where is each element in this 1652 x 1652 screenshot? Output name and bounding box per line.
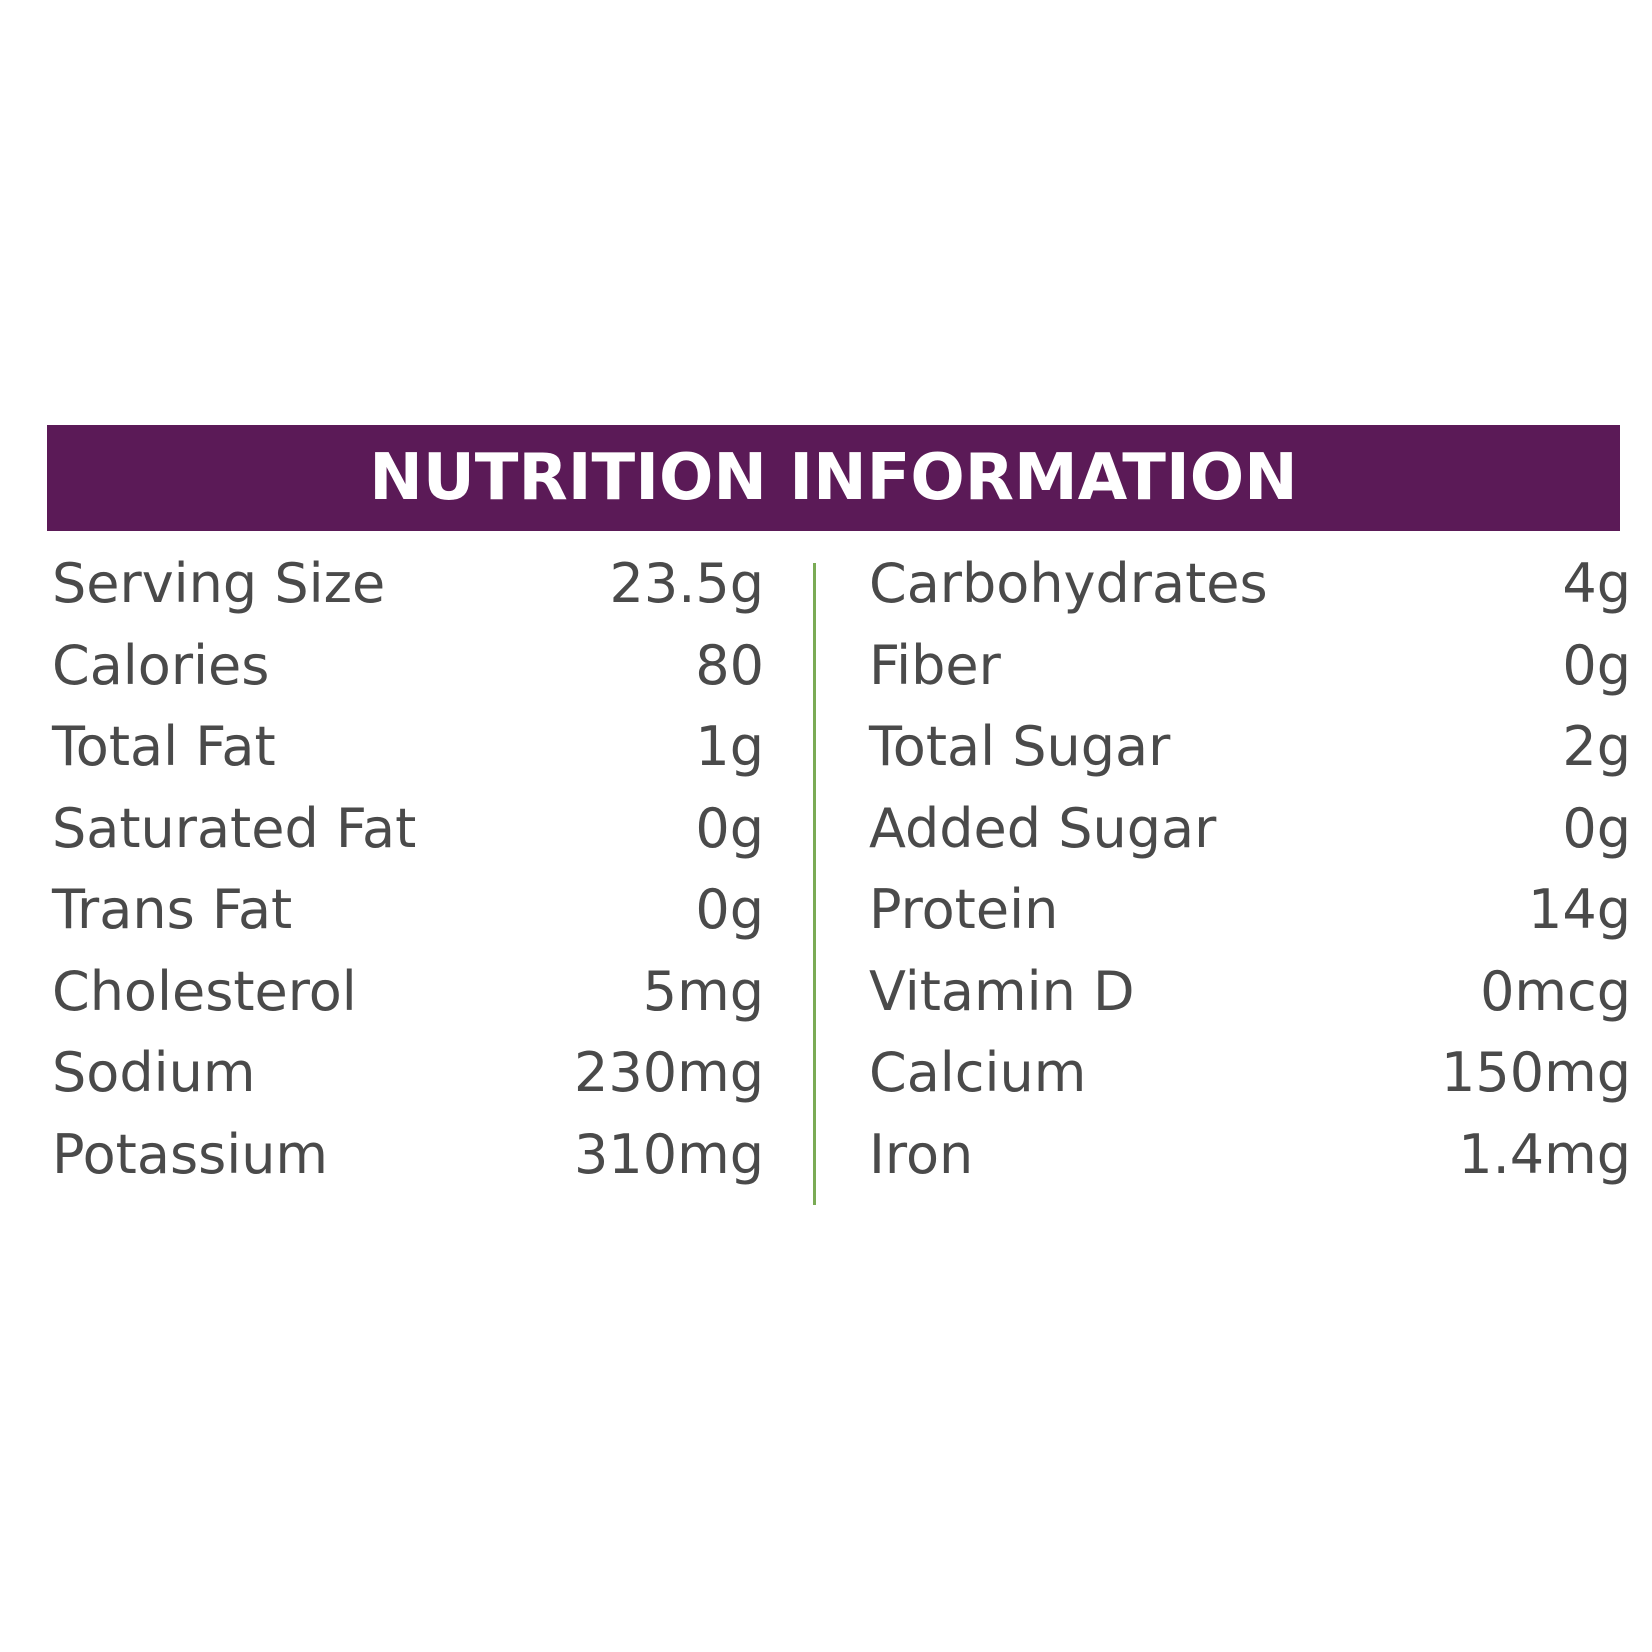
nutrition-panel: NUTRITION INFORMATION Serving Size 23.5g …: [47, 425, 1631, 1205]
nutrient-row: Saturated Fat 0g: [52, 788, 764, 870]
nutrient-value: 0g: [695, 878, 764, 942]
left-nutrient-column: Serving Size 23.5g Calories 80 Total Fat 1g…: [52, 543, 764, 1195]
nutrient-value: 1.4mg: [1458, 1122, 1631, 1186]
nutrient-row: Calcium 150mg: [869, 1032, 1631, 1114]
nutrient-label: Trans Fat: [52, 878, 293, 942]
nutrient-row: Calories 80: [52, 625, 764, 707]
nutrient-label: Protein: [869, 878, 1059, 942]
nutrient-label: Calories: [52, 633, 270, 697]
nutrient-label: Added Sugar: [869, 796, 1217, 860]
nutrient-row: Protein 14g: [869, 869, 1631, 951]
nutrient-row: Serving Size 23.5g: [52, 543, 764, 625]
nutrient-label: Calcium: [869, 1041, 1087, 1105]
nutrient-row: Vitamin D 0mcg: [869, 951, 1631, 1033]
nutrient-label: Saturated Fat: [52, 796, 417, 860]
nutrient-label: Serving Size: [52, 552, 386, 616]
nutrient-label: Iron: [869, 1122, 974, 1186]
nutrient-row: Iron 1.4mg: [869, 1114, 1631, 1196]
nutrition-body: Serving Size 23.5g Calories 80 Total Fat 1g…: [47, 531, 1631, 1205]
nutrient-value: 1g: [695, 715, 764, 779]
nutrient-value: 2g: [1562, 715, 1631, 779]
nutrient-value: 0g: [1562, 633, 1631, 697]
nutrient-label: Cholesterol: [52, 959, 357, 1023]
nutrient-label: Vitamin D: [869, 959, 1135, 1023]
nutrition-title: NUTRITION INFORMATION: [369, 441, 1298, 515]
nutrient-row: Fiber 0g: [869, 625, 1631, 707]
nutrient-row: Total Fat 1g: [52, 706, 764, 788]
nutrient-label: Sodium: [52, 1041, 256, 1105]
nutrient-value: 5mg: [642, 959, 764, 1023]
nutrient-value: 0mcg: [1480, 959, 1631, 1023]
nutrient-value: 230mg: [574, 1041, 764, 1105]
nutrient-value: 80: [695, 633, 764, 697]
nutrient-value: 0g: [1562, 796, 1631, 860]
nutrition-header: NUTRITION INFORMATION: [47, 425, 1620, 531]
nutrient-value: 0g: [695, 796, 764, 860]
nutrient-row: Total Sugar 2g: [869, 706, 1631, 788]
nutrient-label: Potassium: [52, 1122, 329, 1186]
nutrient-label: Total Sugar: [869, 715, 1171, 779]
nutrient-row: Potassium 310mg: [52, 1114, 764, 1196]
nutrient-value: 310mg: [574, 1122, 764, 1186]
nutrient-value: 4g: [1562, 552, 1631, 616]
nutrient-row: Carbohydrates 4g: [869, 543, 1631, 625]
nutrient-row: Sodium 230mg: [52, 1032, 764, 1114]
nutrient-value: 23.5g: [609, 552, 764, 616]
nutrient-label: Total Fat: [52, 715, 276, 779]
nutrient-row: Added Sugar 0g: [869, 788, 1631, 870]
nutrient-label: Fiber: [869, 633, 1001, 697]
nutrient-value: 14g: [1528, 878, 1631, 942]
nutrient-row: Trans Fat 0g: [52, 869, 764, 951]
nutrient-value: 150mg: [1441, 1041, 1631, 1105]
right-nutrient-column: Carbohydrates 4g Fiber 0g Total Sugar 2g Ad…: [869, 543, 1631, 1195]
nutrient-label: Carbohydrates: [869, 552, 1268, 616]
nutrient-row: Cholesterol 5mg: [52, 951, 764, 1033]
column-divider: [813, 563, 816, 1205]
